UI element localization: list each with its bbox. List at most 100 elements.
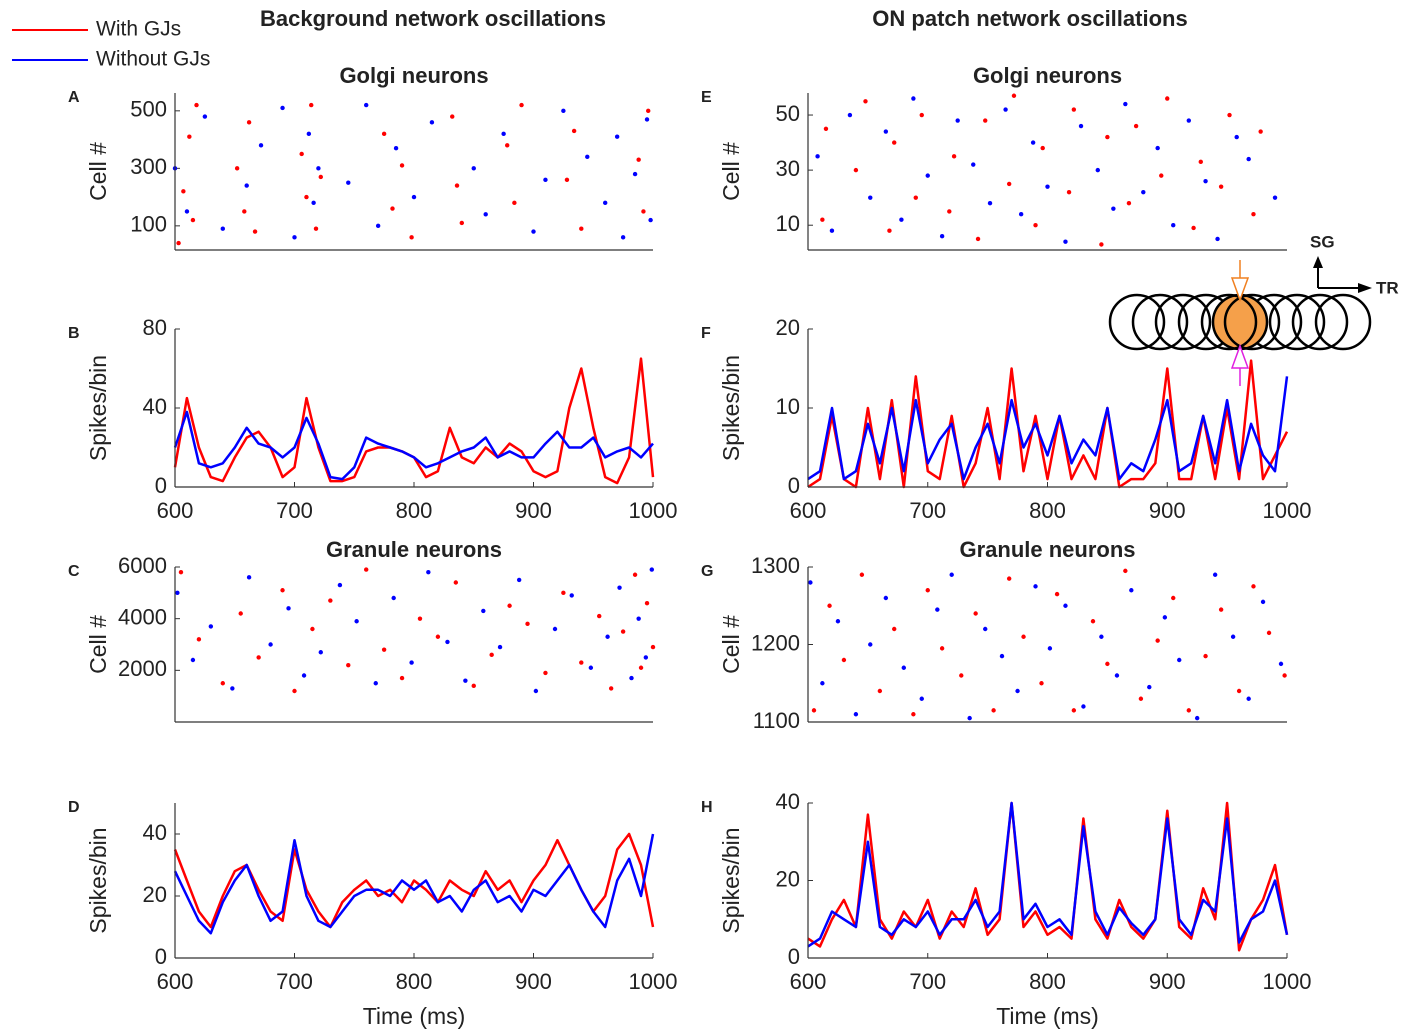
spike-dot: [1099, 634, 1104, 639]
spike-dot: [1071, 107, 1077, 112]
spike-dot: [246, 120, 252, 125]
y-tick-label: 1200: [751, 630, 800, 655]
spike-dot: [280, 588, 285, 593]
spike-dot: [1040, 145, 1045, 151]
spike-dot: [459, 220, 464, 226]
x-tick-label: 1000: [1263, 969, 1312, 994]
spike-dot: [614, 134, 620, 139]
spike-dot: [827, 603, 832, 608]
spike-dot: [808, 580, 813, 585]
spike-dot: [641, 209, 646, 214]
spike-dot: [1090, 619, 1096, 624]
spike-dot: [925, 173, 930, 178]
spike-dot: [258, 143, 264, 148]
rate-line: [807, 801, 1289, 948]
spike-dot: [471, 683, 476, 689]
spike-dot: [238, 611, 243, 616]
y-tick-label: 1100: [753, 708, 800, 733]
column-title: Background network oscillations: [260, 6, 606, 31]
spike-dot: [1162, 615, 1168, 620]
spike-dot: [1021, 634, 1026, 639]
y-tick-label: 40: [776, 789, 800, 814]
spike-dot: [939, 234, 945, 239]
spike-dot: [649, 567, 655, 572]
spike-dot: [1198, 159, 1203, 165]
spike-dot: [1123, 101, 1128, 107]
spike-dot: [1230, 634, 1236, 639]
spike-dot: [375, 223, 381, 229]
spike-dot: [1045, 184, 1050, 189]
y-axis-label: Spikes/bin: [718, 355, 744, 461]
spike-dot: [256, 655, 261, 660]
spike-dot: [1111, 206, 1116, 211]
spike-dot: [543, 670, 548, 676]
spike-dot: [949, 572, 954, 577]
spike-dot: [1186, 118, 1192, 123]
spike-dot: [579, 660, 584, 665]
y-tick-label: 20: [776, 866, 800, 891]
spike-dot: [629, 675, 634, 681]
spike-dot: [569, 593, 574, 598]
spike-dot: [1081, 704, 1086, 709]
spike-dot: [292, 688, 297, 694]
spike-dot: [983, 118, 988, 123]
panel-letter: E: [701, 89, 712, 106]
y-tick-label: 100: [130, 212, 167, 237]
spike-dot: [1095, 167, 1100, 173]
y-tick-label: 300: [130, 154, 167, 179]
spike-dot: [268, 642, 273, 647]
spike-dot: [234, 166, 240, 171]
spike-dot: [187, 134, 192, 139]
y-axis-label: Spikes/bin: [718, 827, 744, 933]
spike-dot: [636, 616, 641, 621]
spike-dot: [373, 681, 378, 686]
spike-dot: [579, 226, 584, 231]
spike-dot: [280, 105, 285, 111]
spike-dot: [1147, 684, 1152, 690]
spike-dot: [531, 229, 536, 234]
spike-dot: [346, 180, 351, 185]
spike-dot: [648, 217, 653, 223]
spike-dot: [975, 236, 981, 242]
spike-dot: [1215, 236, 1220, 242]
spike-dot: [429, 120, 435, 125]
spike-dot: [1063, 603, 1068, 608]
spike-dot: [603, 200, 608, 206]
spike-dot: [911, 712, 916, 717]
y-tick-label: 40: [143, 394, 167, 419]
spike-dot: [175, 590, 180, 596]
panel-letter: D: [68, 799, 80, 816]
spike-dot: [1212, 572, 1218, 577]
spike-dot: [1227, 112, 1232, 118]
y-tick-label: 30: [776, 156, 800, 181]
y-tick-label: 1300: [751, 553, 800, 578]
spike-dot: [435, 634, 441, 639]
spike-dot: [1251, 211, 1256, 217]
spike-dot: [220, 681, 225, 686]
spike-dot: [987, 200, 993, 206]
spike-dot: [643, 655, 649, 660]
spike-dot: [525, 621, 530, 627]
spike-dot: [638, 665, 644, 670]
legend-label: Without GJs: [96, 48, 210, 71]
spike-dot: [299, 151, 304, 157]
spike-dot: [454, 183, 460, 188]
spike-dot: [999, 653, 1005, 659]
panel-title: Golgi neurons: [339, 63, 488, 88]
spike-dot: [597, 613, 602, 619]
spike-dot: [859, 572, 865, 577]
spike-dot: [1105, 134, 1110, 140]
spike-dot: [561, 590, 566, 596]
spike-dot: [501, 131, 506, 137]
spike-dot: [883, 595, 889, 601]
spike-dot: [899, 217, 904, 222]
spike-dot: [1203, 178, 1208, 184]
y-tick-label: 80: [143, 315, 167, 340]
spike-dot: [636, 157, 641, 162]
spike-dot: [202, 114, 208, 119]
spike-dot: [316, 166, 321, 171]
spike-dot: [306, 131, 312, 137]
spike-dot: [507, 603, 512, 608]
spike-dot: [608, 686, 614, 691]
spike-dot: [176, 240, 181, 246]
